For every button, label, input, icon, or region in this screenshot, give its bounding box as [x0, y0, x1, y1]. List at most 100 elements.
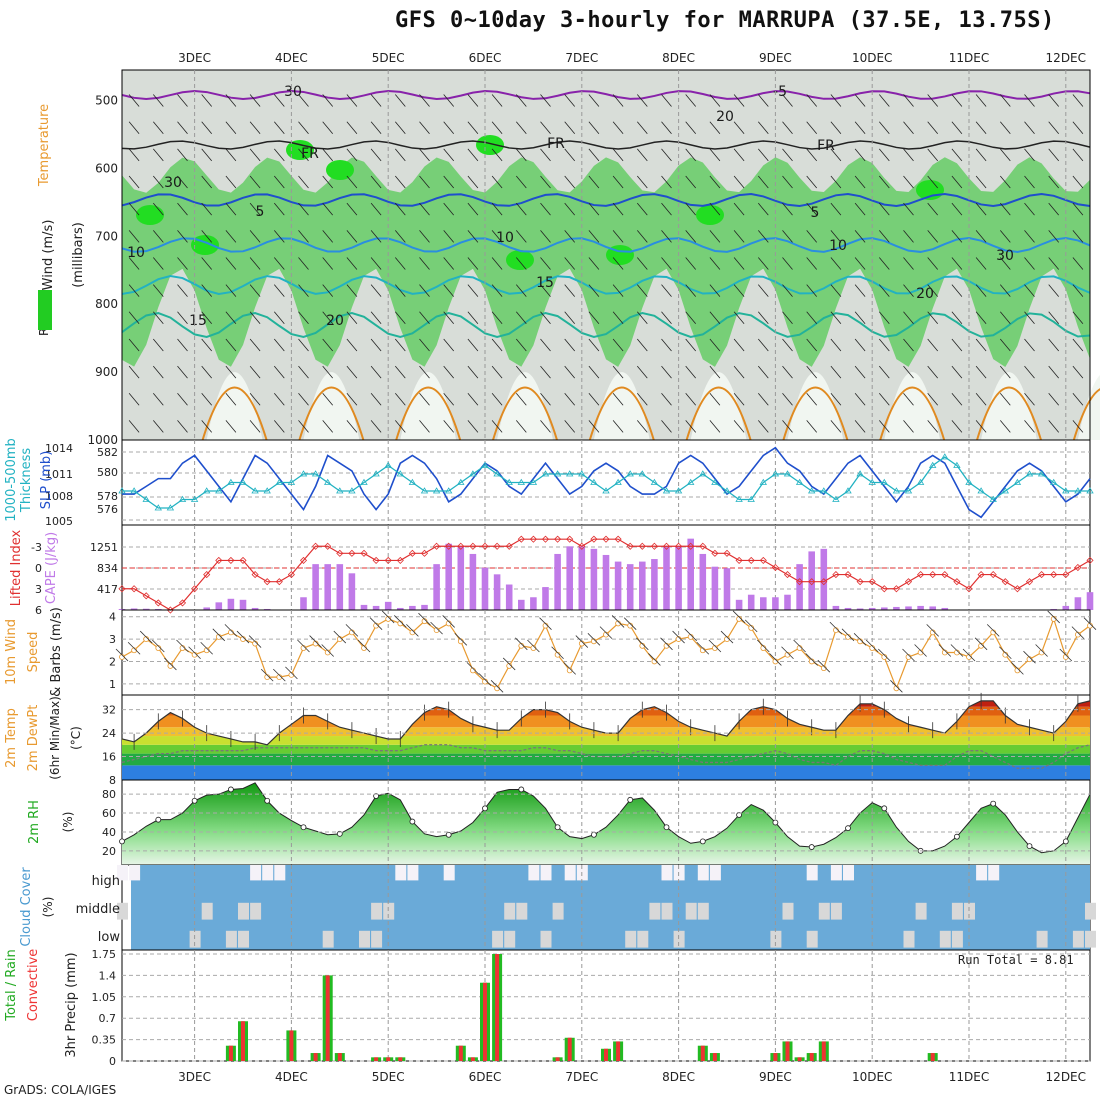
wind-barb: [128, 121, 140, 134]
li-point: [650, 542, 658, 550]
wind-barb: [406, 624, 419, 637]
thickness-point: [614, 478, 622, 485]
wind-barb: [661, 311, 672, 325]
wind-barb: [346, 148, 358, 162]
li-point: [433, 542, 441, 550]
wind-barb: [709, 365, 721, 379]
wind-barb: [177, 311, 188, 325]
cape-bar: [409, 605, 416, 610]
thickness-point: [275, 478, 284, 485]
wind-barb: [419, 365, 430, 379]
day-label-top: 6DEC: [469, 51, 502, 65]
wind-barb: [370, 311, 382, 325]
li-point: [977, 571, 985, 579]
precip-conv-legend: Convective: [26, 949, 41, 1022]
wind-barb: [152, 202, 164, 216]
thickness-point: [202, 487, 211, 494]
rh-point: [300, 824, 307, 831]
temp-contour-10: [121, 237, 1091, 253]
wind-barb: [709, 148, 721, 162]
wind-barb: [419, 175, 430, 189]
wind-barb: [878, 365, 890, 379]
li-point: [1025, 578, 1034, 586]
wind-barb: [757, 94, 769, 107]
wind-barb: [370, 338, 382, 352]
li-axis-title: Lifted Index: [9, 529, 24, 606]
wind-barb: [467, 202, 479, 216]
wind-barb: [273, 420, 285, 433]
wind-barb: [999, 311, 1011, 325]
thickness-point: [457, 478, 465, 485]
page-title: GFS 0~10day 3-hourly for MARRUPA (37.5E,…: [395, 8, 1055, 33]
li-point: [953, 578, 961, 586]
wind-barb: [443, 94, 455, 107]
temp-tick: 16: [102, 751, 116, 764]
wind-barb: [443, 284, 455, 297]
thickness-point: [239, 478, 247, 485]
cape-bar: [142, 608, 150, 610]
cape-bar: [699, 553, 707, 610]
cape-bar: [1086, 592, 1094, 610]
rh-point: [445, 831, 452, 838]
wind-barb: [612, 202, 624, 216]
cape-bar: [626, 564, 634, 610]
rh-point: [119, 838, 125, 845]
wind-barb: [515, 230, 527, 243]
contour-label: 10: [829, 238, 847, 254]
wind-barb: [298, 148, 309, 162]
wind-barb: [298, 121, 309, 134]
thickness-point: [747, 495, 755, 502]
wind-barb: [648, 653, 661, 666]
contour-label: 30: [164, 175, 182, 191]
thickness-point: [868, 478, 876, 485]
thickness-point: [372, 470, 380, 477]
cape-bar: [868, 607, 876, 610]
li-tick: -3: [31, 541, 42, 554]
thickness-point: [529, 478, 538, 485]
wind-barb: [346, 365, 358, 379]
day-label-bottom: 12DEC: [1046, 1070, 1086, 1084]
li-point: [856, 578, 864, 586]
wind-barb: [999, 365, 1011, 379]
cape-bar: [457, 546, 465, 610]
wind-barb: [1048, 338, 1060, 352]
li-point: [759, 556, 767, 564]
wind-barb: [782, 148, 793, 162]
day-label-top: 10DEC: [852, 51, 892, 65]
thickness-point: [711, 478, 719, 485]
wind-barb: [419, 257, 430, 270]
wind-barb: [685, 202, 697, 216]
minmax-axis-title: (6hr Min/Max): [48, 696, 62, 780]
thickness-point: [844, 487, 852, 494]
cloud-clear-cell: [238, 902, 249, 920]
wind-barb: [152, 175, 164, 189]
wind-barb: [672, 630, 685, 644]
thickness-point: [989, 495, 997, 502]
wind-barb: [177, 257, 188, 270]
wind-barb: [999, 121, 1011, 134]
li-point: [227, 556, 235, 564]
axis-title-text: Total / Rain: [4, 949, 19, 1022]
wind-barb: [515, 148, 527, 162]
wind-barb: [502, 657, 516, 671]
thickness-point: [699, 470, 707, 477]
rh-dry-column: [884, 372, 941, 440]
wind-barb: [661, 121, 672, 134]
wind-barb: [478, 673, 492, 686]
li-point: [1086, 556, 1094, 564]
wind-barb: [854, 202, 866, 216]
contour-label: 15: [189, 313, 207, 329]
cape-bar: [687, 538, 694, 610]
rh-dry-column: [593, 372, 650, 440]
wind-barb: [612, 311, 624, 325]
wind-barb: [1024, 121, 1035, 134]
li-point: [735, 556, 743, 564]
dewpt-axis-title: 2m DewPt: [26, 705, 41, 772]
wind-barb: [273, 365, 285, 379]
wind-barb: [394, 148, 406, 162]
rh-point: [881, 805, 888, 812]
li-point: [372, 556, 380, 564]
pressure-tick-label: 1000: [87, 433, 118, 447]
wind-barb: [830, 365, 842, 379]
li-point: [723, 549, 731, 557]
